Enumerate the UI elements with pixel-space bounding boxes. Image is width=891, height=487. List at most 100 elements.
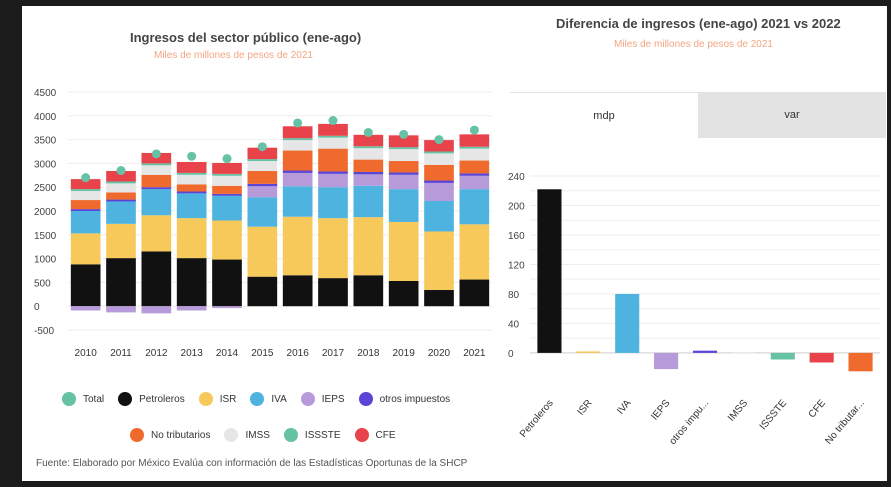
legend-swatch [118,392,133,406]
bar [692,350,718,353]
bar-segment [141,189,172,216]
bar-segment [141,165,172,175]
bar-segment [282,170,313,173]
bar-segment [282,172,313,187]
bar [615,293,640,353]
bar-segment [247,161,278,172]
bar-segment [212,193,242,196]
bar-segment [388,161,419,173]
tab-mdp[interactable]: mdp [510,92,698,138]
bar-segment [318,218,348,279]
right-chart-subtitle: Miles de millones de pesos de 2021 [614,39,773,50]
y-tick-label: 120 [508,260,525,271]
bar-segment [459,279,490,307]
tab-var[interactable]: var [698,92,886,138]
bar-segment [318,137,348,149]
bar-segment [70,211,101,234]
bar-segment [282,216,313,276]
bar-segment [212,185,242,194]
legend-label: IVA [271,393,287,405]
legend-swatch [250,392,265,406]
y-tick-label: 1000 [34,255,57,266]
bar-segment [388,174,419,190]
source-footnote: Fuente: Elaborado por México Evalúa con … [36,458,468,469]
legend-swatch [198,392,213,406]
bar-segment [282,150,313,171]
bar-segment [318,123,348,136]
bar-segment [353,217,384,276]
bar-segment [212,162,242,174]
legend-item: No tributarios [130,428,210,442]
legend-swatch [130,428,144,442]
screen-frame-left [0,0,22,487]
bar-segment [247,197,278,227]
stacked-bar-chart: -500 0 500 1000 1500 2000 2500 3000 3500 4000 4500… [34,88,492,359]
legend-label: ISR [219,393,237,405]
x-tick-label: 2016 [287,348,310,359]
y-tick-label: 200 [508,201,525,212]
total-marker [293,118,303,128]
legend-label: otros impuestos [379,393,451,405]
bar-segment [282,126,313,139]
x-tick-label: 2018 [357,348,380,359]
left-chart-subtitle: Miles de millones de pesos de 2021 [154,50,313,61]
bar-segment [318,135,348,138]
legend-item: Petroleros [118,392,185,406]
bar-segment [318,171,348,174]
bar-segment [70,264,101,307]
x-tick-label: 2015 [251,348,274,359]
bar-segment [70,179,101,190]
bar-segment [176,218,207,259]
x-tick-label: IEPS [649,398,672,423]
total-marker [81,173,91,183]
bar-segment [176,191,207,194]
legend-swatch [358,392,373,406]
x-tick-label: 2021 [463,348,486,359]
x-tick-label: 2019 [393,348,416,359]
legend-label: Petroleros [139,393,185,405]
bar-segment [424,290,454,307]
y-tick-label: 4500 [34,88,57,99]
x-tick-label: ISSSTE [758,398,790,433]
bar-segment [70,306,101,311]
legend-label: IEPS [321,393,345,405]
bar-segment [176,193,207,219]
bar-segment [247,186,278,198]
bar-segment [247,159,278,162]
bar-segment [212,173,242,176]
bar-segment [459,224,490,280]
y-tick-label: 3500 [34,136,57,147]
legend-item: otros impuestos [358,392,451,406]
bar-segment [106,171,136,182]
bar-segment [424,164,454,181]
bar [731,352,756,354]
bar-segment [388,135,419,148]
bar-segment [106,258,136,307]
bar [654,352,679,370]
x-tick-label: 2010 [75,348,98,359]
x-tick-label: IVA [615,398,634,417]
bar-segment [141,306,172,314]
bar-segment [106,306,136,313]
legend-swatch [300,392,315,406]
bar-segment [353,185,384,218]
bar-segment [459,148,490,161]
screen-frame-right [887,0,891,487]
legend-label: Total [83,393,105,405]
legend-label: IMSS [245,429,270,441]
total-marker [328,116,338,126]
y-tick-label: 240 [508,172,525,183]
bar-segment [388,280,419,307]
bar-segment [212,175,242,186]
bar-segment [353,146,384,149]
bar-segment [353,148,384,160]
x-tick-label: 2020 [428,348,451,359]
total-marker [257,142,267,152]
y-tick-label: 80 [508,290,520,301]
bar-segment [141,215,172,252]
y-tick-label: 2500 [34,183,57,194]
x-tick-label: CFE [807,398,828,421]
legend-item: IVA [250,392,287,406]
x-tick-label: ISR [575,398,594,418]
bar-segment [318,173,348,188]
